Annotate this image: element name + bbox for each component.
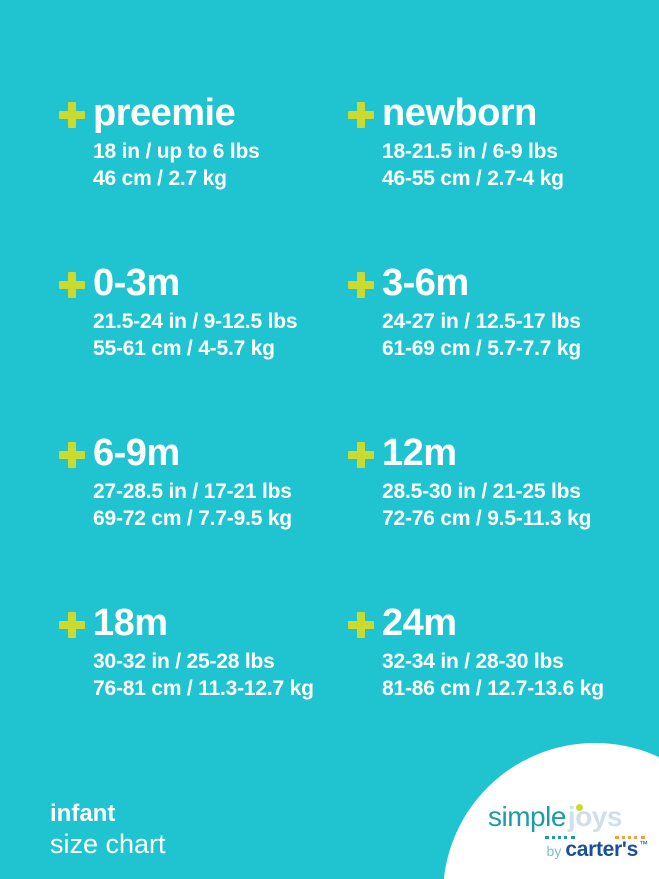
plus-icon [348,272,374,298]
size-entry-6-9m: 6-9m 27-28.5 in / 17-21 lbs 69-72 cm / 7… [59,434,348,604]
size-metric: 46 cm / 2.7 kg [93,167,227,190]
logo-text-carters: carter's [565,838,638,861]
plus-icon [348,612,374,638]
size-entry-0-3m: 0-3m 21.5-24 in / 9-12.5 lbs 55-61 cm / … [59,264,348,434]
size-label: 24m [382,602,457,644]
trademark-symbol: ™ [639,839,648,849]
size-entry-text: 3-6m 24-27 in / 12.5-17 lbs 61-69 cm / 5… [382,264,581,362]
plus-icon [59,612,85,638]
size-metric: 69-72 cm / 7.7-9.5 kg [93,507,292,530]
plus-icon [59,272,85,298]
size-label: 3-6m [382,262,469,304]
size-entry-text: 0-3m 21.5-24 in / 9-12.5 lbs 55-61 cm / … [93,262,298,362]
footer-subtitle: size chart [50,829,166,859]
size-label: 18m [93,602,168,644]
size-label: 12m [382,432,457,474]
size-entry-12m: 12m 28.5-30 in / 21-25 lbs 72-76 cm / 9.… [348,434,604,604]
footer: infant size chart [50,800,166,860]
size-entry-text: preemie 18 in / up to 6 lbs 46 cm / 2.7 … [93,94,260,192]
logo-text-simple: simple [488,801,566,832]
plus-icon [59,442,85,468]
size-imperial: 28.5-30 in / 21-25 lbs [382,480,581,503]
logo-wordmark: simplejoys [488,801,648,839]
size-label: 6-9m [93,432,180,474]
size-metric: 46-55 cm / 2.7-4 kg [382,167,564,190]
size-label: preemie [93,92,236,134]
logo-byline: by carter's™ [547,838,648,862]
size-entry-text: 24m 32-34 in / 28-30 lbs 81-86 cm / 12.7… [382,604,604,702]
size-entry-preemie: preemie 18 in / up to 6 lbs 46 cm / 2.7 … [59,94,348,264]
plus-icon [348,442,374,468]
size-label: newborn [382,92,537,134]
size-imperial: 30-32 in / 25-28 lbs [93,650,275,673]
plus-icon [59,102,85,128]
dotted-underline-teal-icon [545,836,575,839]
size-metric: 81-86 cm / 12.7-13.6 kg [382,677,604,700]
plus-icon [348,102,374,128]
dotted-underline-orange-icon [615,836,645,839]
size-imperial: 27-28.5 in / 17-21 lbs [93,480,292,503]
size-grid: preemie 18 in / up to 6 lbs 46 cm / 2.7 … [59,94,604,774]
size-entry-18m: 18m 30-32 in / 25-28 lbs 76-81 cm / 11.3… [59,604,348,774]
size-entry-24m: 24m 32-34 in / 28-30 lbs 81-86 cm / 12.7… [348,604,604,774]
simple-joys-logo: simplejoys by carter's™ [488,802,648,864]
footer-category: infant [50,800,116,827]
size-entry-3-6m: 3-6m 24-27 in / 12.5-17 lbs 61-69 cm / 5… [348,264,604,434]
size-entry-newborn: newborn 18-21.5 in / 6-9 lbs 46-55 cm / … [348,94,604,264]
logo-text-by: by [546,843,562,859]
size-entry-text: newborn 18-21.5 in / 6-9 lbs 46-55 cm / … [382,94,564,192]
size-imperial: 18 in / up to 6 lbs [93,140,260,163]
size-imperial: 21.5-24 in / 9-12.5 lbs [93,310,298,333]
size-imperial: 18-21.5 in / 6-9 lbs [382,140,558,163]
j-dot-icon [576,804,583,811]
size-entry-text: 6-9m 27-28.5 in / 17-21 lbs 69-72 cm / 7… [93,434,292,532]
size-entry-text: 12m 28.5-30 in / 21-25 lbs 72-76 cm / 9.… [382,434,591,532]
size-metric: 61-69 cm / 5.7-7.7 kg [382,337,581,360]
size-entry-text: 18m 30-32 in / 25-28 lbs 76-81 cm / 11.3… [93,604,314,702]
size-metric: 76-81 cm / 11.3-12.7 kg [93,677,314,700]
size-metric: 55-61 cm / 4-5.7 kg [93,337,275,360]
size-metric: 72-76 cm / 9.5-11.3 kg [382,507,592,530]
size-imperial: 32-34 in / 28-30 lbs [382,650,564,673]
size-imperial: 24-27 in / 12.5-17 lbs [382,310,581,333]
size-label: 0-3m [93,262,180,304]
